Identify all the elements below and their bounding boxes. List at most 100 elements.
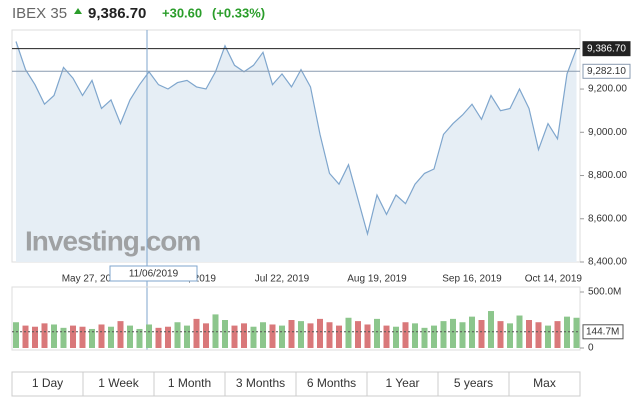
volume-bar: [383, 325, 390, 348]
y-tick-label: 500.0M: [588, 287, 621, 298]
volume-bar: [117, 321, 124, 348]
volume-bar: [564, 316, 570, 348]
y-tick-label: 8,600.00: [588, 213, 627, 224]
volume-bar: [497, 321, 504, 348]
price: 9,386.70: [88, 5, 146, 22]
volume-bar: [345, 317, 352, 348]
volume-bar: [32, 326, 38, 348]
volume-bar: [298, 321, 304, 348]
volume-bar: [98, 324, 105, 348]
range-button[interactable]: [11, 371, 84, 397]
volume-bar: [165, 326, 171, 348]
volume-bar: [13, 322, 19, 348]
range-button-label[interactable]: 1 Month: [168, 376, 211, 390]
current-volume-box: [582, 324, 624, 340]
x-tick-label: Jul 22, 2019: [255, 274, 310, 285]
y-tick-label: 9,200.00: [588, 84, 627, 95]
volume-bar: [241, 323, 247, 348]
volume-bar: [364, 324, 371, 348]
volume-bar: [70, 325, 76, 348]
x-tick-label: Aug 19, 2019: [347, 274, 407, 285]
volume-bar: [222, 320, 228, 348]
y-tick-label: 8,400.00: [588, 257, 627, 268]
volume-bar: [336, 325, 342, 348]
current-volume-label: 144.7M: [586, 326, 619, 337]
volume-bar: [184, 325, 190, 348]
crosshair-date-box: [109, 265, 198, 282]
volume-bar: [516, 315, 523, 348]
volume-bar: [355, 321, 361, 348]
range-button[interactable]: [508, 371, 581, 397]
volume-bar: [51, 324, 57, 348]
volume-bar: [127, 325, 133, 348]
volume-bar: [108, 326, 114, 348]
volume-bar: [393, 326, 399, 348]
price-area: [16, 41, 577, 262]
volume-bar: [545, 325, 551, 348]
range-button[interactable]: [295, 371, 368, 397]
volume-bar: [507, 323, 513, 348]
range-button-label[interactable]: 1 Day: [32, 376, 63, 390]
volume-bar: [260, 322, 266, 348]
volume-bar: [22, 325, 29, 348]
range-button-label[interactable]: 6 Months: [307, 376, 356, 390]
volume-bar: [136, 328, 143, 348]
range-button[interactable]: [224, 371, 297, 397]
volume-bar: [488, 311, 494, 348]
range-button-label[interactable]: 1 Week: [98, 376, 139, 390]
volume-bar: [41, 323, 48, 348]
price-level-label: 9,282.10: [587, 66, 626, 77]
volume-bar: [317, 318, 323, 348]
volume-bar: [440, 321, 447, 348]
volume-bar: [535, 322, 542, 348]
volume-bar: [193, 318, 200, 348]
crosshair-date: 11/06/2019: [129, 269, 179, 280]
price-level-box: [582, 63, 631, 79]
volume-bar: [431, 325, 437, 348]
range-button-label[interactable]: 5 years: [454, 376, 493, 390]
volume-bar: [412, 323, 418, 348]
y-tick-label: 0: [588, 343, 594, 354]
range-button-label[interactable]: 1 Year: [385, 376, 419, 390]
x-tick-label: Sep 16, 2019: [442, 274, 502, 285]
volume-bar: [174, 322, 181, 348]
price-level-label: 9,386.70: [587, 43, 626, 54]
y-tick-label: 8,800.00: [588, 170, 627, 181]
range-button[interactable]: [437, 371, 510, 397]
volume-bar: [469, 316, 475, 348]
volume-bar: [307, 323, 314, 348]
volume-bar: [89, 328, 95, 348]
volume-bar: [421, 327, 428, 348]
volume-bar: [269, 324, 276, 348]
x-tick-label: Oct 14, 2019: [525, 274, 583, 285]
volume-bar: [203, 323, 209, 348]
price-line: [15, 41, 578, 237]
volume-bar: [326, 322, 333, 348]
range-button[interactable]: [82, 371, 155, 397]
volume-bar: [250, 326, 257, 348]
volume-bar: [402, 322, 409, 348]
volume-bar: [374, 318, 380, 348]
y-tick-label: 9,000.00: [588, 127, 627, 138]
volume-bar: [288, 320, 295, 348]
volume-bar: [155, 327, 162, 348]
volume-bar: [79, 326, 86, 348]
range-button-label[interactable]: Max: [533, 376, 556, 390]
volume-bar: [526, 320, 532, 348]
volume-bar: [146, 324, 152, 348]
volume-bar: [450, 318, 456, 348]
volume-bar: [459, 322, 466, 348]
range-button[interactable]: [153, 371, 226, 397]
change: +30.60: [162, 5, 202, 20]
price-level-box: [582, 41, 631, 57]
watermark: Investing.com: [25, 225, 200, 256]
x-tick-label: May 27, 2019: [62, 274, 123, 285]
volume-bar: [554, 321, 561, 348]
range-button-label[interactable]: 3 Months: [236, 376, 285, 390]
change-pct: (+0.33%): [212, 5, 265, 20]
volume-bar: [478, 320, 485, 348]
volume-bar: [231, 325, 238, 348]
volume-bar: [60, 327, 67, 348]
index-name: IBEX 35: [12, 5, 67, 22]
